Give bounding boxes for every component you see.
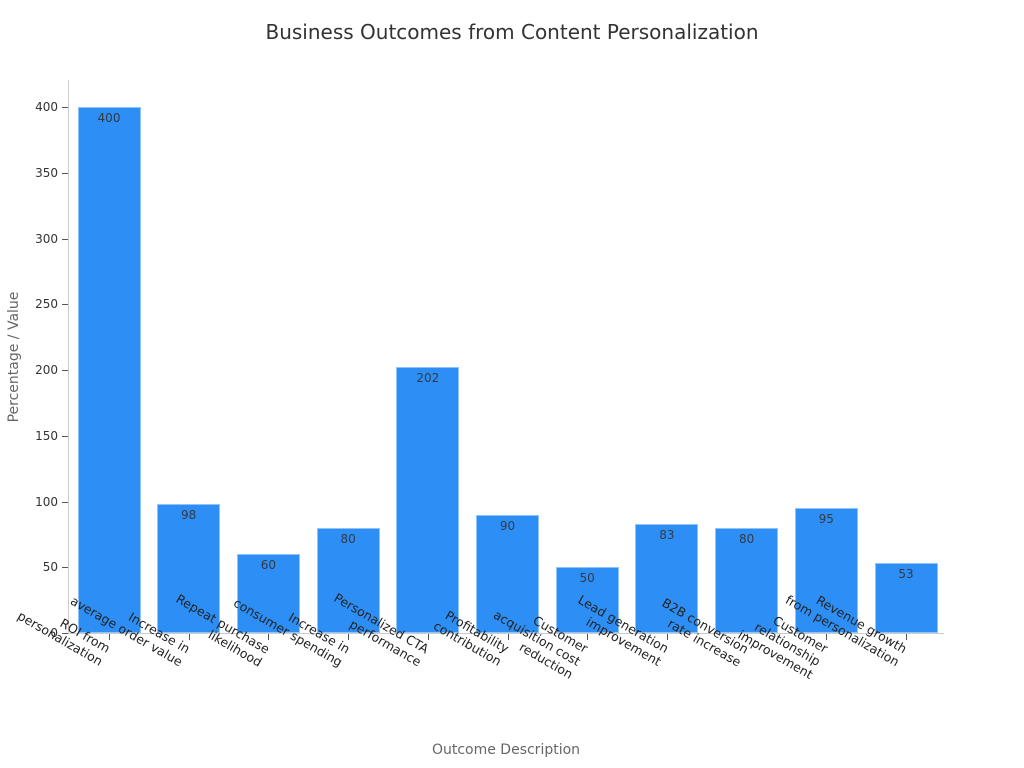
bar[interactable] [874, 563, 938, 633]
bar-value-label: 202 [416, 371, 440, 386]
x-tick [348, 634, 350, 640]
y-tick [62, 172, 68, 174]
y-tick [62, 238, 68, 240]
x-tick [746, 634, 748, 640]
bar-value-label: 90 [499, 518, 516, 533]
bar[interactable] [635, 523, 699, 633]
y-tick-label: 50 [42, 560, 58, 575]
x-tick [188, 634, 190, 640]
x-tick [109, 634, 110, 640]
bar[interactable] [555, 567, 619, 633]
y-axis-line [68, 80, 69, 634]
x-tick [826, 634, 828, 640]
x-axis-line [68, 633, 944, 634]
bar[interactable] [715, 527, 779, 633]
y-tick [62, 501, 68, 503]
bar-value-label: 83 [659, 527, 675, 542]
y-tick [62, 107, 68, 108]
bar[interactable] [157, 504, 221, 633]
bar-value-label: 50 [579, 571, 595, 586]
y-tick-label: 200 [35, 363, 58, 377]
x-tick [587, 634, 589, 640]
y-tick-label: 350 [35, 165, 58, 180]
bar[interactable] [316, 527, 380, 633]
bar-value-label: 98 [181, 508, 197, 523]
y-tick-label: 400 [35, 100, 58, 114]
x-tick [906, 634, 907, 640]
y-tick [62, 633, 68, 634]
y-tick [62, 304, 68, 306]
x-tick [427, 634, 429, 640]
bar[interactable] [236, 554, 300, 633]
x-tick [268, 634, 270, 640]
bar[interactable] [77, 107, 141, 633]
y-tick-label: 150 [35, 428, 58, 443]
y-tick [62, 370, 68, 371]
x-tick [507, 634, 509, 640]
x-tick [666, 634, 668, 640]
y-tick [62, 567, 68, 569]
bar-value-label: 95 [818, 512, 834, 527]
y-tick-label: 100 [35, 494, 58, 509]
chart-title: Business Outcomes from Content Personali… [265, 20, 759, 44]
bar[interactable] [396, 367, 460, 633]
bar-value-label: 53 [898, 567, 914, 582]
x-axis-label: Outcome Description [431, 742, 581, 758]
bar[interactable] [794, 508, 858, 633]
bar-value-label: 80 [340, 531, 356, 546]
y-tick [62, 435, 68, 437]
bar-value-label: 60 [260, 558, 277, 573]
bar-value-label: 400 [97, 111, 121, 125]
y-tick-label: 0 [50, 626, 58, 640]
bar-value-label: 80 [738, 531, 755, 546]
bar[interactable] [476, 514, 539, 633]
y-tick-label: 300 [35, 231, 58, 246]
y-tick-label: 250 [35, 297, 58, 312]
